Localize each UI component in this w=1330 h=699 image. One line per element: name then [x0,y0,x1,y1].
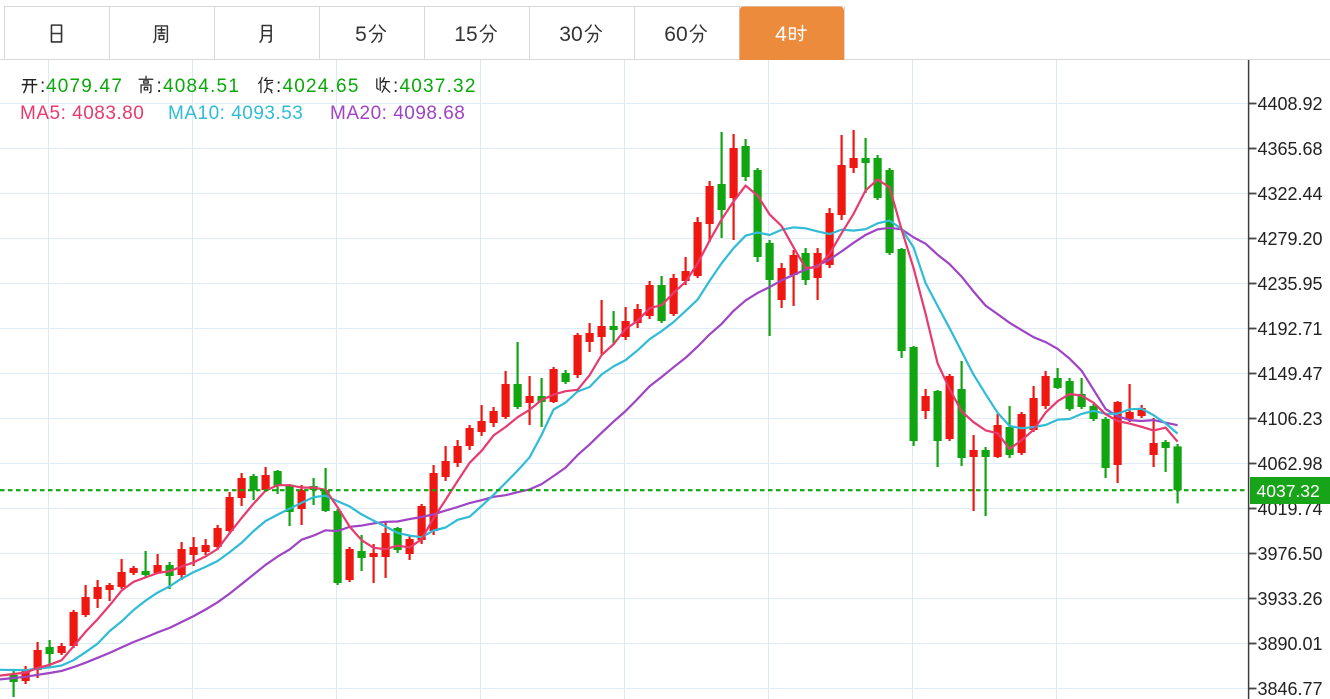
svg-text:3846.77: 3846.77 [1258,679,1323,699]
svg-text:4192.71: 4192.71 [1258,319,1323,339]
svg-text:4: 4 [775,23,787,46]
svg-text:MA10: 4093.53: MA10: 4093.53 [168,103,303,124]
svg-text:60: 60 [664,23,687,46]
svg-text:30: 30 [559,23,582,46]
svg-text::: : [393,76,398,97]
svg-text:4037.32: 4037.32 [400,76,477,97]
svg-text:4084.51: 4084.51 [163,76,240,97]
svg-text:4062.98: 4062.98 [1258,454,1323,474]
svg-text:4408.92: 4408.92 [1258,94,1323,114]
svg-text:4149.47: 4149.47 [1258,364,1323,384]
svg-text:4024.65: 4024.65 [283,76,360,97]
svg-text:4235.95: 4235.95 [1258,274,1323,294]
svg-text::: : [276,76,281,97]
svg-text::: : [40,76,45,97]
svg-text:4322.44: 4322.44 [1258,184,1323,204]
svg-text:4365.68: 4365.68 [1258,139,1323,159]
svg-text:MA5: 4083.80: MA5: 4083.80 [20,103,144,124]
svg-text:15: 15 [454,23,477,46]
svg-text:3933.26: 3933.26 [1258,589,1323,609]
svg-text:5: 5 [355,23,367,46]
svg-text:4079.47: 4079.47 [46,76,123,97]
svg-text:4037.32: 4037.32 [1257,481,1320,501]
svg-text:4106.23: 4106.23 [1258,409,1323,429]
svg-text:MA20: 4098.68: MA20: 4098.68 [330,103,465,124]
svg-text:3890.01: 3890.01 [1258,634,1323,654]
svg-text::: : [157,76,162,97]
svg-text:4279.20: 4279.20 [1258,229,1323,249]
svg-text:3976.50: 3976.50 [1258,544,1323,564]
